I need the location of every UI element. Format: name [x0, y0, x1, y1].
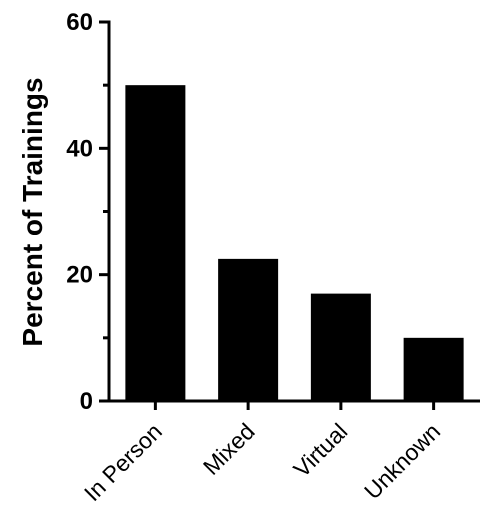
x-tick-label-unknown: Unknown [359, 418, 445, 504]
bar-mixed [218, 258, 279, 401]
x-tick-label-virtual: Virtual [288, 418, 352, 482]
x-tick-label-mixed: Mixed [198, 418, 260, 480]
y-tick-label-60: 60 [66, 9, 93, 36]
bar-virtual [310, 293, 371, 401]
bar-unknown [403, 337, 464, 401]
bar-in-person [125, 85, 186, 402]
y-tick-label-20: 20 [66, 262, 93, 289]
plot-area: In Person Mixed Virtual Unknown 0 20 40 60 [66, 9, 480, 506]
y-axis-title: Percent of Trainings [17, 77, 48, 346]
y-tick-label-0: 0 [80, 388, 93, 415]
y-tick-label-40: 40 [66, 135, 93, 162]
x-tick-label-in-person: In Person [79, 418, 167, 506]
